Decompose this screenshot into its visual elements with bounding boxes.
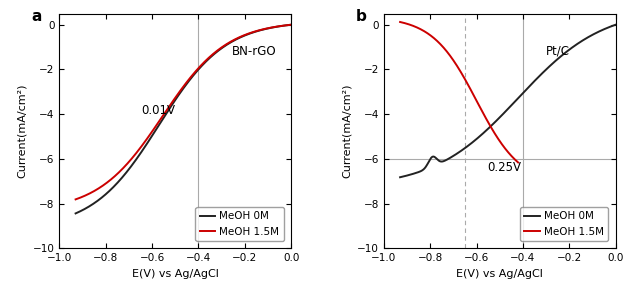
Y-axis label: Current(mA/cm²): Current(mA/cm²) bbox=[17, 84, 27, 178]
Y-axis label: Current(mA/cm²): Current(mA/cm²) bbox=[341, 84, 351, 178]
X-axis label: E(V) vs Ag/AgCl: E(V) vs Ag/AgCl bbox=[456, 269, 543, 279]
MeOH 1.5M bbox=[506, 152, 513, 155]
MeOH 0M bbox=[494, 118, 501, 121]
Text: 0.01V: 0.01V bbox=[142, 104, 176, 117]
MeOH 1.5M bbox=[492, 134, 500, 138]
MeOH 1.5M bbox=[503, 149, 511, 153]
MeOH 0M bbox=[540, 70, 548, 73]
Text: Pt/C: Pt/C bbox=[546, 45, 570, 58]
MeOH 0M bbox=[434, 158, 442, 162]
MeOH 0M bbox=[288, 23, 295, 26]
MeOH 1.5M bbox=[396, 20, 404, 24]
MeOH 0M bbox=[169, 101, 177, 105]
MeOH 1.5M bbox=[494, 136, 501, 140]
MeOH 0M bbox=[127, 165, 135, 168]
Text: BN-rGO: BN-rGO bbox=[232, 45, 277, 58]
MeOH 0M bbox=[110, 185, 118, 188]
Text: 0.25V: 0.25V bbox=[487, 161, 521, 174]
MeOH 0M bbox=[72, 212, 79, 215]
MeOH 1.5M bbox=[216, 47, 223, 51]
Line: MeOH 0M: MeOH 0M bbox=[400, 25, 616, 177]
MeOH 1.5M bbox=[234, 36, 242, 40]
MeOH 0M bbox=[199, 63, 206, 67]
MeOH 0M bbox=[612, 23, 619, 26]
MeOH 1.5M bbox=[169, 99, 177, 103]
Text: b: b bbox=[356, 9, 367, 24]
MeOH 0M bbox=[559, 53, 566, 57]
MeOH 1.5M bbox=[110, 175, 118, 179]
MeOH 0M bbox=[234, 37, 242, 40]
Legend: MeOH 0M, MeOH 1.5M: MeOH 0M, MeOH 1.5M bbox=[520, 207, 608, 241]
Legend: MeOH 0M, MeOH 1.5M: MeOH 0M, MeOH 1.5M bbox=[196, 207, 284, 241]
MeOH 1.5M bbox=[288, 23, 295, 26]
MeOH 1.5M bbox=[127, 158, 135, 161]
X-axis label: E(V) vs Ag/AgCl: E(V) vs Ag/AgCl bbox=[132, 269, 219, 279]
MeOH 1.5M bbox=[474, 101, 481, 104]
MeOH 1.5M bbox=[442, 49, 450, 52]
MeOH 0M bbox=[452, 153, 459, 156]
Line: MeOH 1.5M: MeOH 1.5M bbox=[400, 22, 518, 163]
Line: MeOH 0M: MeOH 0M bbox=[76, 25, 291, 213]
MeOH 1.5M bbox=[199, 62, 206, 66]
MeOH 0M bbox=[396, 175, 404, 179]
MeOH 0M bbox=[216, 48, 223, 51]
Line: MeOH 1.5M: MeOH 1.5M bbox=[76, 25, 291, 199]
MeOH 1.5M bbox=[72, 197, 79, 201]
Text: a: a bbox=[32, 9, 42, 24]
MeOH 0M bbox=[523, 87, 531, 91]
